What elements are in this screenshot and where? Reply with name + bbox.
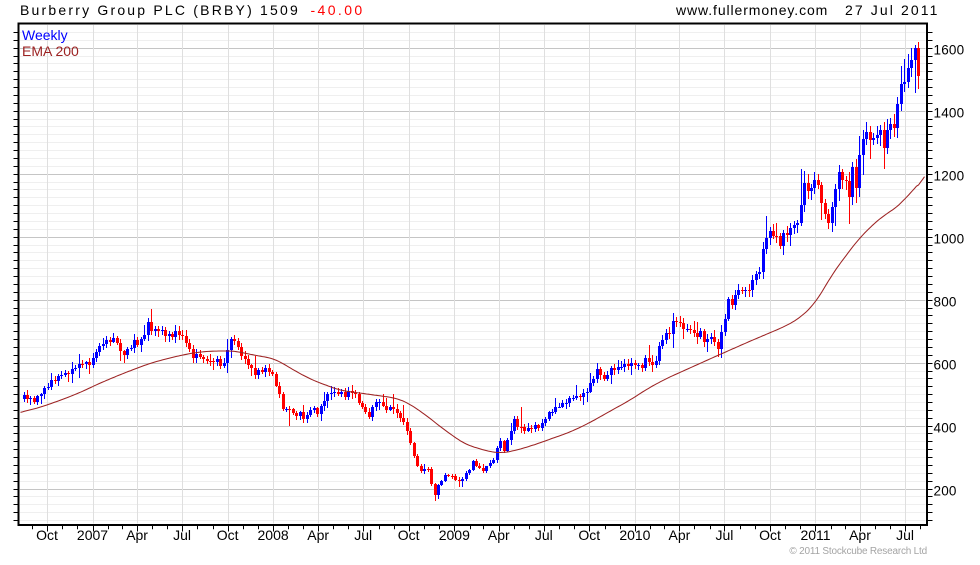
- svg-text:Weekly: Weekly: [22, 27, 68, 43]
- svg-text:27 Jul 2011: 27 Jul 2011: [845, 2, 939, 18]
- svg-text:1600: 1600: [934, 42, 965, 57]
- svg-text:800: 800: [934, 294, 957, 309]
- svg-text:2010: 2010: [619, 527, 650, 543]
- svg-text:1000: 1000: [934, 231, 965, 246]
- svg-text:200: 200: [934, 483, 957, 498]
- svg-text:2009: 2009: [439, 527, 470, 543]
- svg-text:Jul: Jul: [715, 527, 733, 543]
- svg-text:Oct: Oct: [217, 527, 239, 543]
- svg-text:2011: 2011: [800, 527, 830, 543]
- svg-text:© 2011 Stockcube Research Ltd: © 2011 Stockcube Research Ltd: [789, 546, 927, 557]
- svg-text:-40.00: -40.00: [311, 2, 365, 18]
- svg-text:Apr: Apr: [126, 527, 148, 543]
- svg-text:2007: 2007: [77, 527, 108, 543]
- svg-text:Apr: Apr: [307, 527, 329, 543]
- svg-text:Jul: Jul: [896, 527, 914, 543]
- svg-text:2008: 2008: [258, 527, 289, 543]
- svg-text:www.fullermoney.com: www.fullermoney.com: [675, 2, 828, 18]
- svg-text:Apr: Apr: [849, 527, 871, 543]
- svg-text:Oct: Oct: [578, 527, 600, 543]
- svg-text:400: 400: [934, 420, 957, 435]
- svg-text:Apr: Apr: [488, 527, 510, 543]
- svg-text:Oct: Oct: [36, 527, 58, 543]
- svg-text:Oct: Oct: [759, 527, 781, 543]
- svg-text:Burberry Group PLC (BRBY) 1509: Burberry Group PLC (BRBY) 1509: [20, 2, 300, 18]
- svg-text:1400: 1400: [934, 105, 965, 120]
- svg-text:Jul: Jul: [354, 527, 372, 543]
- svg-text:600: 600: [934, 357, 957, 372]
- svg-text:Oct: Oct: [398, 527, 420, 543]
- svg-text:Jul: Jul: [535, 527, 553, 543]
- svg-text:EMA 200: EMA 200: [22, 43, 79, 59]
- svg-text:1200: 1200: [934, 168, 965, 183]
- svg-text:Apr: Apr: [669, 527, 691, 543]
- svg-text:Jul: Jul: [173, 527, 191, 543]
